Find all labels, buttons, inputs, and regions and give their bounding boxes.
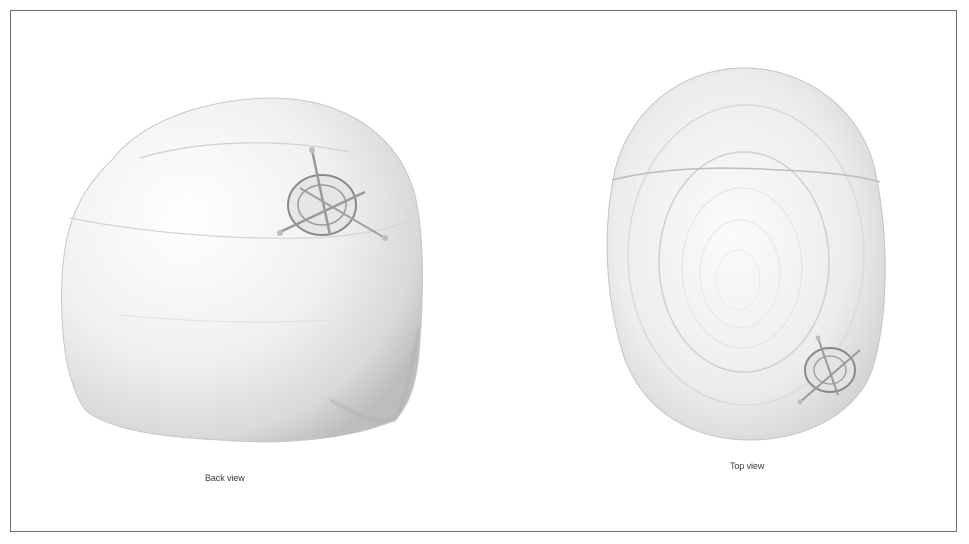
top-view-skull: [606, 67, 886, 441]
caption-top-view: Top view: [730, 461, 765, 471]
implant-marker-top: [797, 335, 861, 405]
back-view-skull: [61, 97, 423, 443]
caption-back-view: Back view: [205, 473, 245, 483]
implant-marker-back: [277, 147, 388, 241]
